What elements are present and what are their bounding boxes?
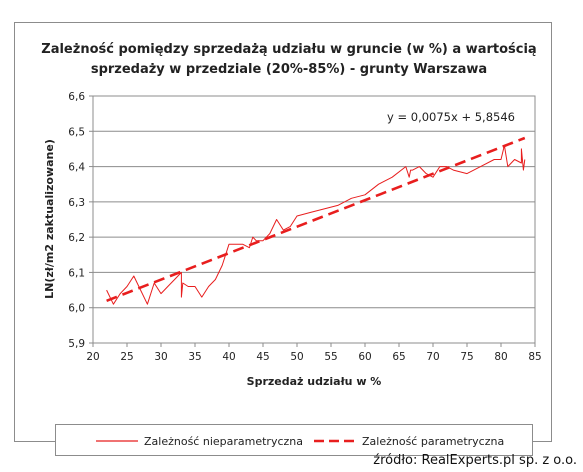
x-tick-label: 75 <box>460 351 473 363</box>
y-tick-label: 6,5 <box>68 126 85 138</box>
legend-swatch-dashed <box>314 436 356 446</box>
x-tick-label: 40 <box>222 351 235 363</box>
gridlines <box>89 95 536 347</box>
chart-title-line2: sprzedaży w przedziale (20%-85%) - grunt… <box>91 62 487 77</box>
x-tick-label: 30 <box>154 351 167 363</box>
series-line-nonparametric <box>106 144 526 305</box>
chart-frame: Zależność pomiędzy sprzedażą udziału w g… <box>14 22 552 456</box>
x-tick-label: 25 <box>120 351 133 363</box>
x-tick-label: 70 <box>426 351 439 363</box>
y-axis-label: LN(zł/m2 zaktualizowane) <box>43 139 56 299</box>
legend-item-nonparametric: Zależność nieparametryczna <box>96 433 303 449</box>
x-tick-label: 60 <box>358 351 371 363</box>
source-credit: źródło: RealExperts.pl sp. z o.o. <box>373 453 577 468</box>
series-line-parametric <box>106 136 526 303</box>
x-axis-label: Sprzedaż udziału w % <box>247 375 382 388</box>
y-tick-label: 6,2 <box>68 232 85 244</box>
x-tick-label: 80 <box>494 351 507 363</box>
chart-title-line1: Zależność pomiędzy sprzedażą udziału w g… <box>41 42 536 57</box>
x-tick-label: 45 <box>256 351 269 363</box>
x-tick-label: 65 <box>392 351 405 363</box>
x-tick-label: 85 <box>528 351 541 363</box>
legend-item-parametric: Zależność parametryczna <box>314 433 504 449</box>
x-tick-labels: 20 25 30 35 40 45 50 55 60 65 70 75 80 85 <box>86 351 541 363</box>
legend: Zależność nieparametryczna Zależność par… <box>55 424 533 456</box>
y-tick-labels: 5,9 6,0 6,1 6,2 6,3 6,4 6,5 6,6 <box>68 91 85 350</box>
y-tick-label: 5,9 <box>68 338 85 350</box>
y-tick-label: 6,0 <box>68 303 85 315</box>
y-tick-label: 6,6 <box>68 91 85 103</box>
x-tick-label: 50 <box>290 351 303 363</box>
series-lines <box>106 136 526 305</box>
legend-swatch-solid <box>96 436 138 446</box>
y-tick-label: 6,3 <box>68 197 85 209</box>
y-tick-label: 6,1 <box>68 267 85 279</box>
x-tick-label: 35 <box>188 351 201 363</box>
legend-label-parametric: Zależność parametryczna <box>362 434 505 448</box>
regression-equation: y = 0,0075x + 5,8546 <box>387 110 515 124</box>
x-tick-label: 20 <box>86 351 99 363</box>
x-tick-label: 55 <box>324 351 337 363</box>
chart-svg: Zależność pomiędzy sprzedażą udziału w g… <box>41 42 541 388</box>
legend-label-nonparametric: Zależność nieparametryczna <box>144 434 303 448</box>
y-tick-label: 6,4 <box>68 162 85 174</box>
